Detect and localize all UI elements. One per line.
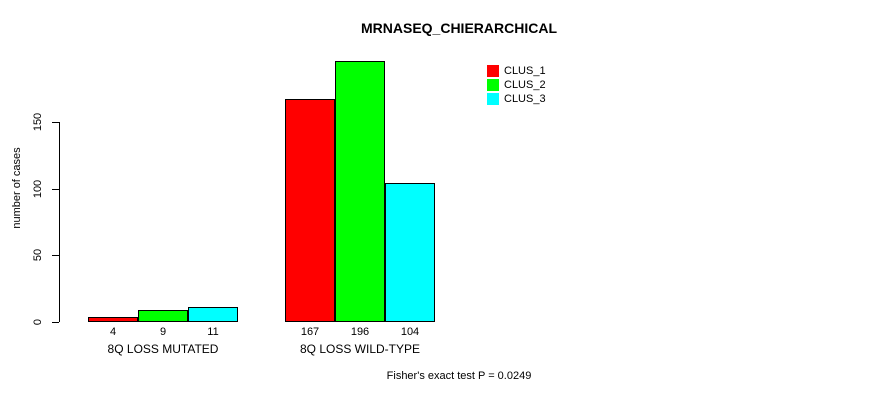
y-axis-line <box>59 122 60 322</box>
legend-swatch <box>487 64 499 77</box>
bar-value-label: 11 <box>207 326 219 338</box>
y-axis-tick-label: 100 <box>32 179 44 198</box>
y-axis-label: number of cases <box>11 147 23 229</box>
bar-value-label: 104 <box>400 326 420 338</box>
legend-swatch <box>487 78 499 91</box>
y-axis-tick <box>52 122 59 123</box>
bar <box>138 310 188 322</box>
legend-label: CLUS_3 <box>504 92 546 105</box>
bar-value-label: 4 <box>109 326 117 338</box>
category-label: 8Q LOSS WILD-TYPE <box>299 342 421 356</box>
bar-value-label: 196 <box>350 326 370 338</box>
y-axis-tick <box>52 322 59 323</box>
bar <box>88 316 138 322</box>
bar-value-label: 9 <box>159 326 167 338</box>
legend: CLUS_1 CLUS_2 CLUS_3 <box>487 64 546 106</box>
y-axis-tick-label: 0 <box>32 318 44 326</box>
legend-label: CLUS_1 <box>504 64 546 77</box>
bar <box>285 99 335 322</box>
legend-swatch <box>487 92 499 105</box>
bar <box>188 307 238 322</box>
y-axis-tick <box>52 188 59 190</box>
y-axis-tick <box>52 255 59 257</box>
annotation-text: Fisher's exact test P = 0.0249 <box>386 370 532 382</box>
bar <box>385 183 435 322</box>
y-axis-tick-label: 150 <box>32 112 44 132</box>
legend-item: CLUS_3 <box>487 92 546 105</box>
bar <box>335 60 385 322</box>
chart-title: MRNASEQ_CHIERARCHICAL <box>360 20 557 36</box>
y-axis-tick-label: 50 <box>32 249 44 262</box>
legend-item: CLUS_2 <box>487 78 546 91</box>
bar-value-label: 167 <box>300 326 320 338</box>
legend-item: CLUS_1 <box>487 64 546 77</box>
legend-label: CLUS_2 <box>504 78 546 91</box>
category-label: 8Q LOSS MUTATED <box>107 342 219 356</box>
